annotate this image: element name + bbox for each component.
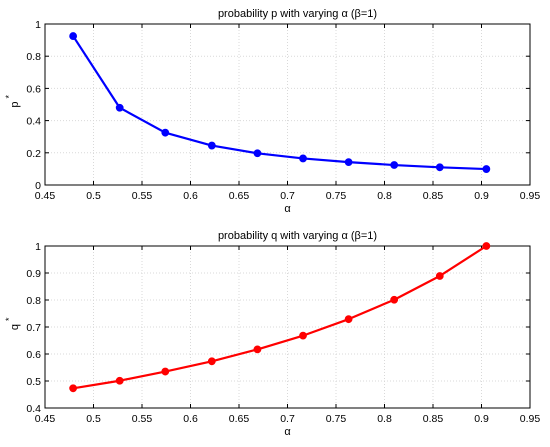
y-axis-label-group: p* [4,95,21,108]
y-axis-label-group: q* [4,317,21,330]
data-point [207,357,216,366]
y-tick-label: 0.8 [26,295,41,307]
x-tick-label: 0.6 [183,413,198,425]
x-tick-label: 0.8 [377,190,392,202]
x-tick-label: 0.95 [520,190,541,202]
x-tick-label: 0.8 [377,413,392,425]
x-tick-label: 0.75 [326,413,347,425]
data-point [344,315,353,324]
x-tick-label: 0.6 [183,190,198,202]
y-tick-label: 0.4 [26,116,41,128]
x-tick-label: 0.65 [229,413,250,425]
y-axis-label-superscript: * [4,317,14,321]
x-tick-label: 0.95 [520,413,541,425]
y-tick-label: 0.6 [26,83,41,95]
data-point [207,141,216,150]
x-axis-label: α [284,426,291,438]
data-point [435,272,444,280]
x-axis-label: α [284,203,291,215]
data-point [435,163,444,172]
plot-area [45,24,530,185]
chart-q: 0.45 0.5 0.55 0.6 0.65 0.7 0.75 0.8 0.85 0.9 0.95 0… [4,230,540,438]
y-tick-label: 0.6 [26,349,41,361]
y-axis-label: p [9,101,21,107]
data-point [115,376,124,385]
data-point [390,295,399,304]
y-tick-label: 0.4 [26,403,41,415]
y-tick-label: 0.5 [26,376,41,388]
y-axis-label: q [9,324,21,330]
data-point [69,384,78,393]
y-tick-label: 0.7 [26,322,41,334]
x-tick-label: 0.45 [35,190,56,202]
data-point [299,331,307,340]
x-tick-label: 0.55 [132,190,153,202]
data-point [161,367,170,376]
data-point [482,165,491,173]
chart-p: 0.45 0.5 0.55 0.6 0.65 0.7 0.75 0.8 0.85 0.9 0.95 0… [4,8,540,215]
x-tick-label: 0.9 [474,413,489,425]
series-line [72,245,487,390]
y-tick-label: 0 [35,180,41,192]
x-tick-label: 0.85 [423,413,444,425]
y-tick-label: 0.8 [26,51,41,63]
y-tick-label: 0.2 [26,148,41,160]
data-point [344,158,353,167]
data-point [161,128,170,137]
data-point [253,345,262,354]
x-tick-label: 0.75 [326,190,347,202]
x-tick-label: 0.5 [86,413,101,425]
data-point [69,32,78,40]
x-tick-label: 0.45 [35,413,56,425]
x-tick-label: 0.55 [132,413,153,425]
data-point [482,242,491,250]
x-tick-label: 0.9 [474,190,489,202]
chart-title: probability q with varying α (β=1) [218,230,377,242]
y-tick-label: 0.9 [26,268,41,280]
x-tick-label: 0.7 [280,190,295,202]
data-point [390,161,399,169]
data-point [253,149,262,158]
data-point [299,154,307,163]
y-axis-label-superscript: * [4,95,14,99]
chart-title: probability p with varying α (β=1) [218,8,377,20]
y-tick-label: 1 [35,241,41,253]
x-tick-label: 0.85 [423,190,444,202]
x-tick-label: 0.65 [229,190,250,202]
data-point [115,103,124,112]
x-tick-label: 0.7 [280,413,295,425]
y-tick-label: 1 [35,19,41,31]
x-tick-label: 0.5 [86,190,101,202]
series-line [72,35,487,171]
